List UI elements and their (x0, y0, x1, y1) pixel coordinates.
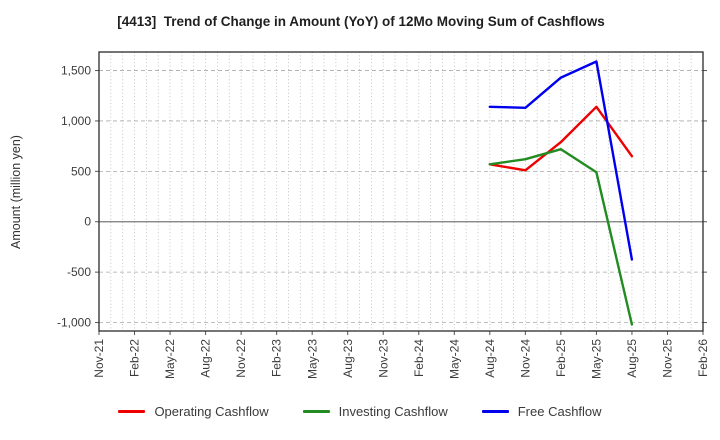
y-tick-label: -500 (67, 265, 91, 279)
x-tick-label: May-22 (163, 339, 177, 379)
free-cashflow-line-swatch (481, 410, 509, 413)
chart-title: [4413] Trend of Change in Amount (YoY) o… (117, 14, 605, 29)
x-tick-label: Aug-24 (483, 339, 497, 378)
plot-frame (98, 51, 704, 332)
x-tick-label: Feb-23 (270, 339, 284, 377)
y-tick-label: 0 (84, 215, 91, 229)
x-tick-label: May-23 (305, 339, 319, 379)
x-tick-label: Aug-23 (341, 339, 355, 378)
chart-legend: Operating Cashflow Investing Cashflow Fr… (0, 404, 720, 419)
series-line-free-cashflow (488, 60, 634, 261)
y-tick-label: 1,000 (61, 114, 91, 128)
x-tick-label: Feb-22 (128, 339, 142, 377)
x-tick-label: Aug-22 (199, 339, 213, 378)
series-line-investing-cashflow (488, 147, 634, 326)
y-tick-label: 1,500 (61, 64, 91, 78)
x-tick-label: Aug-25 (625, 339, 639, 378)
y-tick-label: -1,000 (57, 316, 91, 330)
x-tick-label: Feb-25 (554, 339, 568, 377)
x-tick-label: Feb-26 (696, 339, 710, 377)
legend-label-investing: Investing Cashflow (338, 404, 448, 419)
legend-label-free: Free Cashflow (517, 404, 602, 419)
x-tick-label: Nov-23 (376, 339, 390, 378)
legend-item-free: Free Cashflow (481, 404, 602, 419)
x-tick-label: Nov-22 (234, 339, 248, 378)
x-tick-label: May-24 (447, 339, 461, 379)
x-tick-label: Nov-24 (518, 339, 532, 378)
legend-item-investing: Investing Cashflow (302, 404, 448, 419)
x-tick-label: Nov-25 (661, 339, 675, 378)
x-tick-label: Feb-24 (412, 339, 426, 377)
legend-item-operating: Operating Cashflow (118, 404, 269, 419)
y-tick-label: 500 (71, 164, 91, 178)
x-tick-label: May-25 (589, 339, 603, 379)
investing-cashflow-line-swatch (302, 410, 330, 413)
x-tick-label: Nov-21 (92, 339, 106, 378)
operating-cashflow-line-swatch (118, 410, 146, 413)
legend-label-operating: Operating Cashflow (154, 404, 269, 419)
